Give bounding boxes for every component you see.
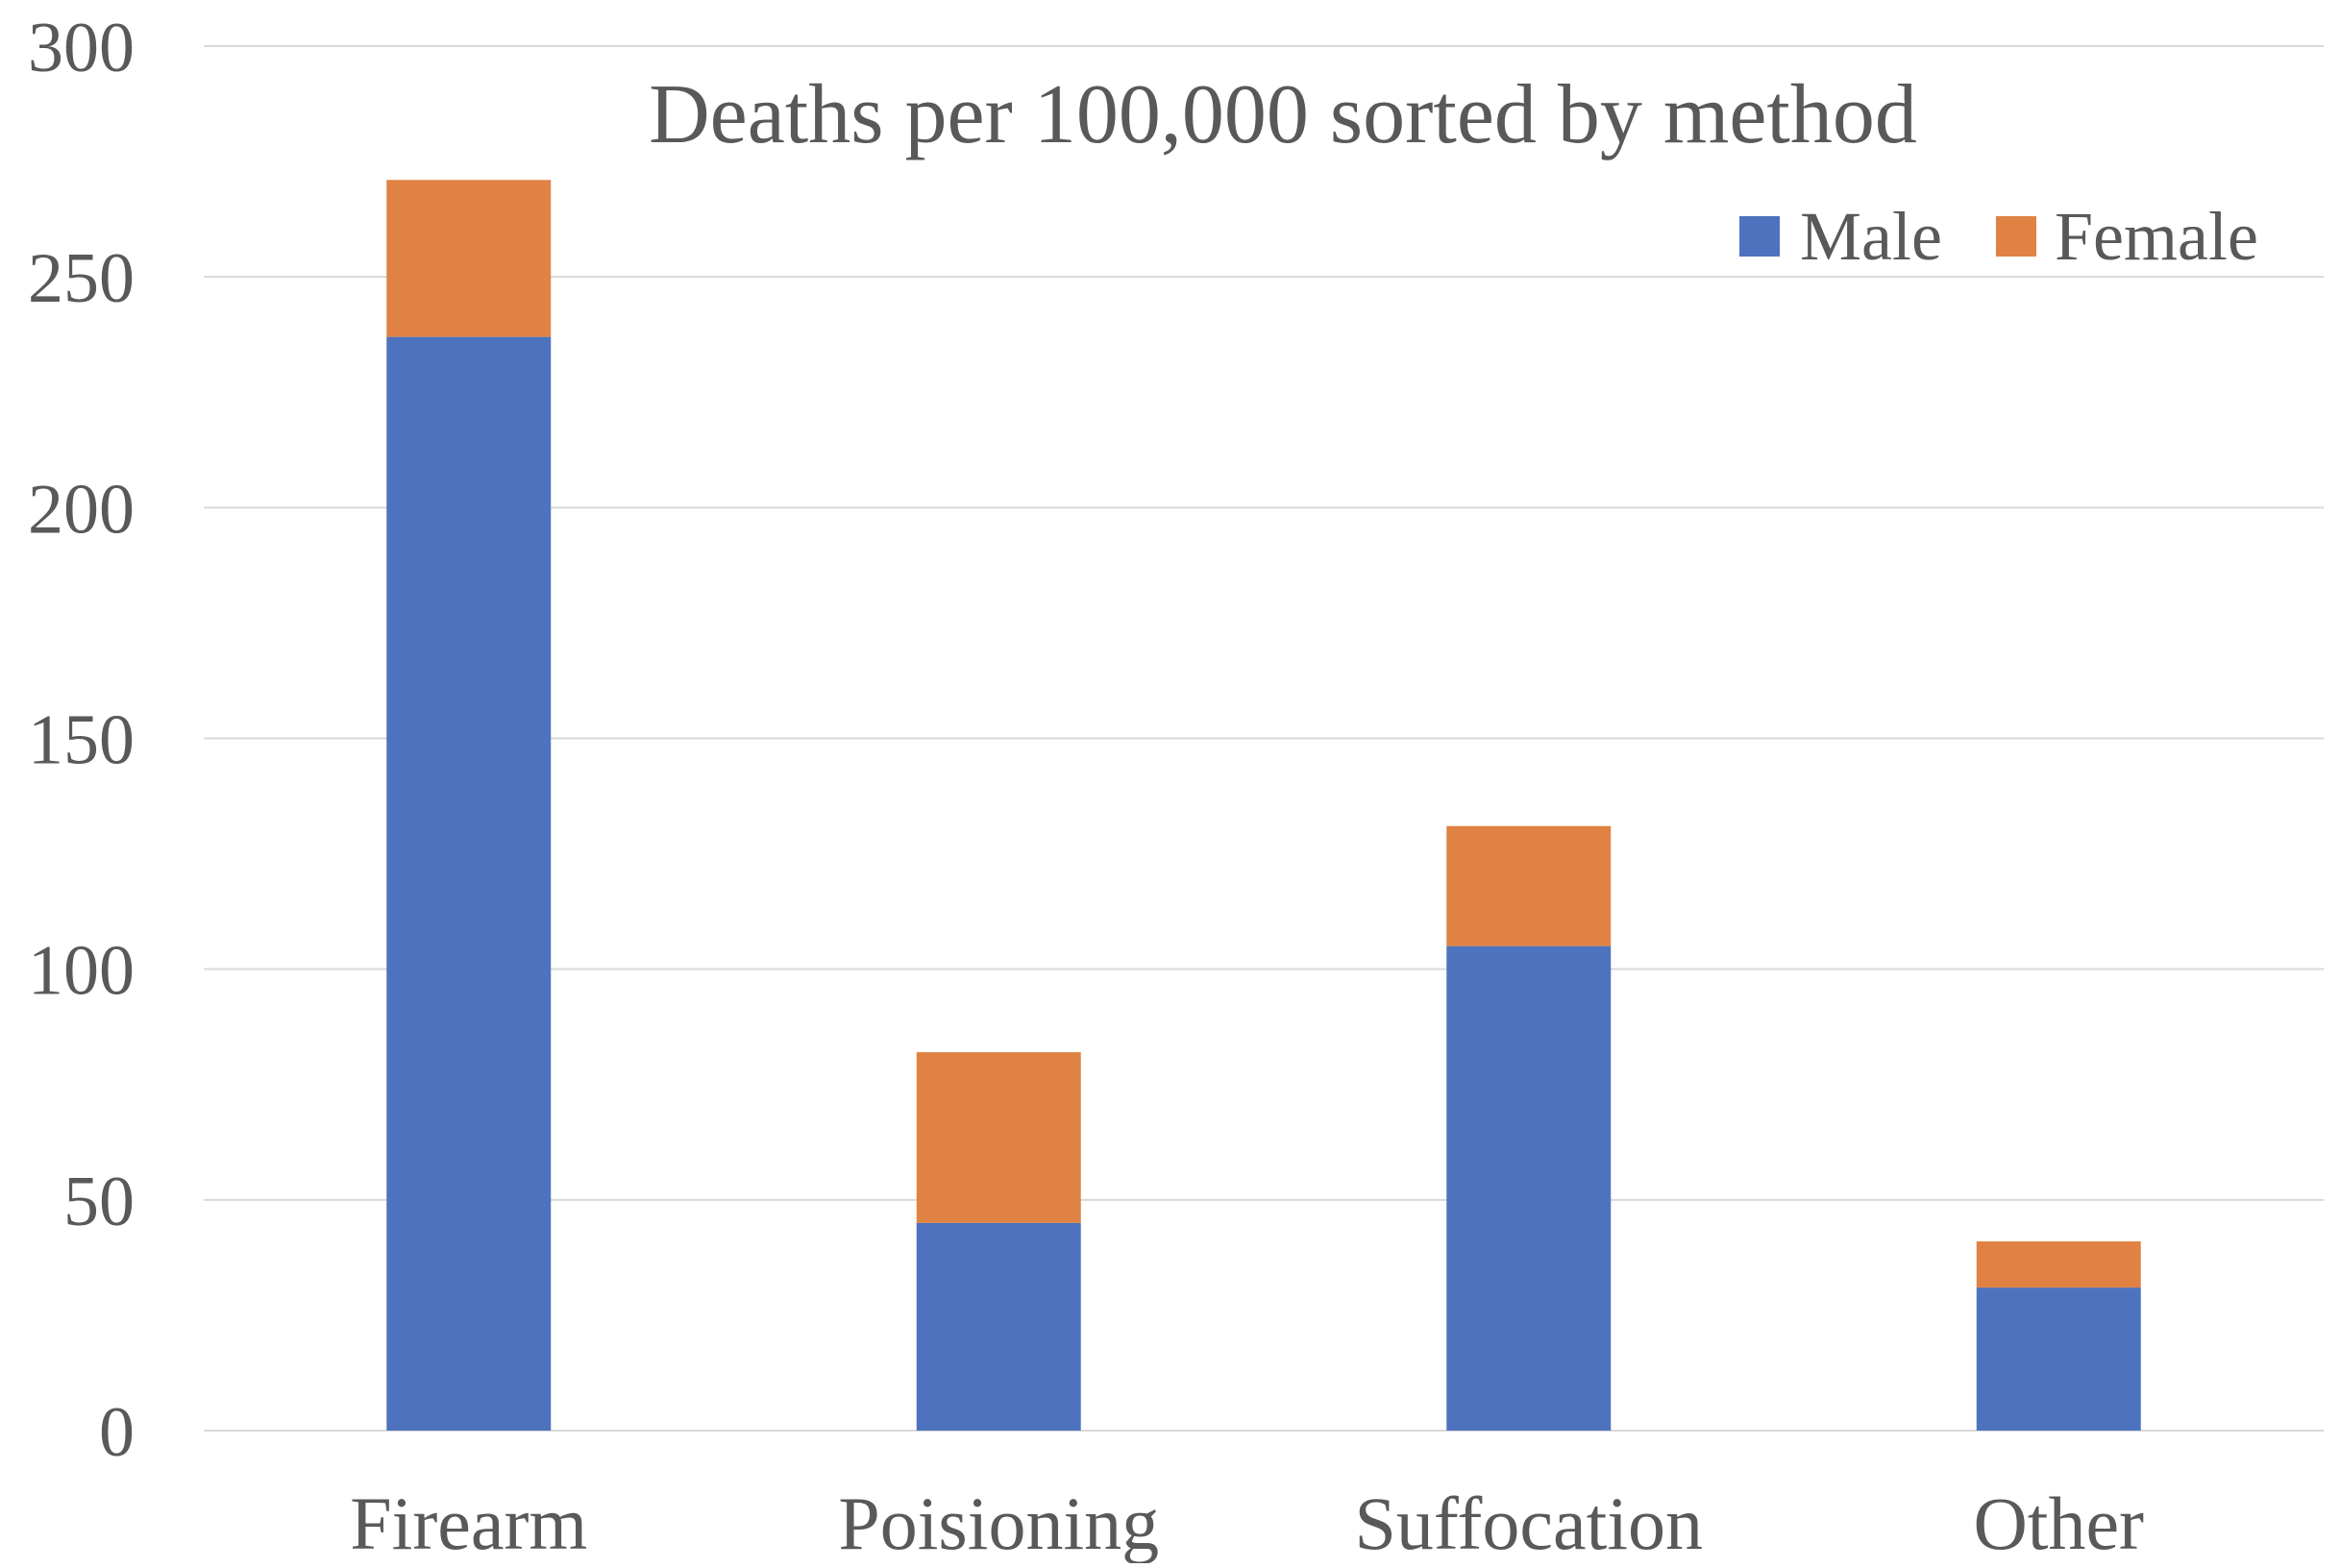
y-tick-label: 50 [63, 1163, 135, 1241]
bar-female-firearm [386, 180, 552, 337]
bar-male-other [1976, 1287, 2141, 1431]
y-tick-label: 300 [28, 9, 135, 87]
bar-male-suffocation [1446, 945, 1612, 1431]
x-category-label: Suffocation [1354, 1482, 1703, 1563]
x-axis-category-labels: Firearm Poisioning Suffocation Other [350, 1482, 2144, 1565]
legend-swatch-female [1996, 216, 2036, 257]
bar-male-firearm [386, 336, 552, 1431]
legend-swatch-male [1739, 216, 1780, 257]
legend-label-male: Male [1800, 198, 1942, 275]
bars [386, 180, 2141, 1431]
y-tick-label: 150 [28, 701, 135, 780]
y-tick-label: 200 [28, 470, 135, 549]
gridlines [204, 45, 2324, 1432]
y-tick-label: 0 [99, 1393, 135, 1472]
bar-female-other [1976, 1241, 2141, 1288]
x-category-label: Poisioning [838, 1482, 1159, 1563]
legend-label-female: Female [2055, 198, 2258, 275]
bar-female-poisioning [916, 1052, 1081, 1223]
y-tick-label: 100 [28, 932, 135, 1011]
legend: Male Female [1739, 198, 2258, 275]
x-category-label: Other [1973, 1482, 2144, 1563]
bar-male-poisioning [916, 1222, 1081, 1431]
x-category-label: Firearm [350, 1482, 587, 1563]
y-tick-label: 250 [28, 239, 135, 318]
y-axis-tick-labels: 0 50 100 150 200 250 300 [28, 9, 135, 1472]
chart-title: Deaths per 100,000 sorted by method [649, 68, 1917, 161]
bar-female-suffocation [1446, 825, 1612, 946]
